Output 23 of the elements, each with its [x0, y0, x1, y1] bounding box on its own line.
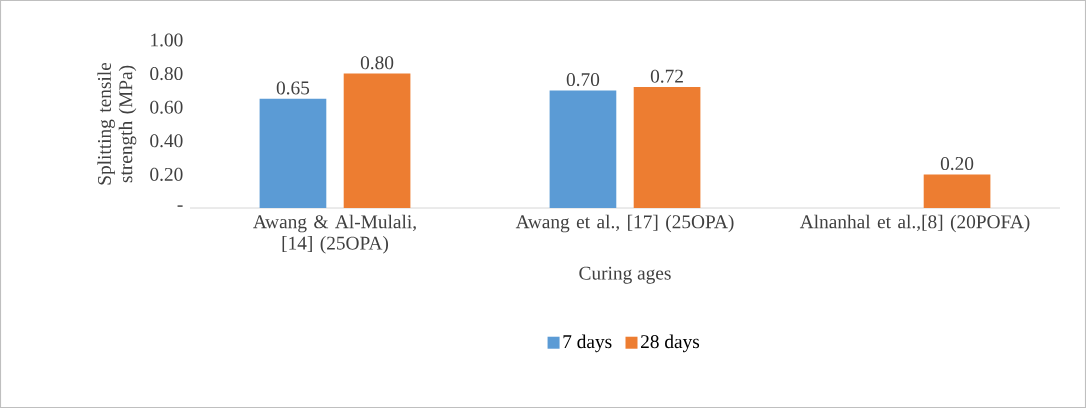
- data-label: 0.65: [276, 81, 310, 95]
- bar: [549, 90, 617, 208]
- x-tick-label: Awang & Al-Mulali, [14] (25OPA): [253, 214, 416, 254]
- bar: [259, 98, 327, 208]
- y-tick-label: -: [177, 205, 183, 207]
- data-label: 0.70: [566, 73, 600, 87]
- x-axis-title: Curing ages: [579, 266, 671, 284]
- y-tick-label: 0.80: [150, 67, 183, 81]
- y-tick-label: 1.00: [151, 33, 183, 47]
- bar: [343, 73, 411, 208]
- y-tick-label: 0.60: [150, 100, 183, 114]
- legend-label: 7 days: [563, 334, 612, 353]
- data-label: 0.72: [650, 69, 683, 83]
- bar: [923, 174, 991, 208]
- y-axis-title: Splitting tensile strength (MPa): [97, 62, 137, 185]
- data-label: 0.80: [360, 56, 394, 70]
- legend-label: 28 days: [641, 334, 700, 353]
- y-tick-label: 0.40: [150, 134, 183, 148]
- x-tick-label: Awang et al., [17] (25OPA): [515, 214, 734, 233]
- bar: [633, 87, 701, 208]
- x-tick-label: Alnanhal et al.,[8] (20POFA): [799, 214, 1030, 233]
- data-label: 0.20: [940, 157, 974, 171]
- y-tick-label: 0.20: [150, 167, 183, 181]
